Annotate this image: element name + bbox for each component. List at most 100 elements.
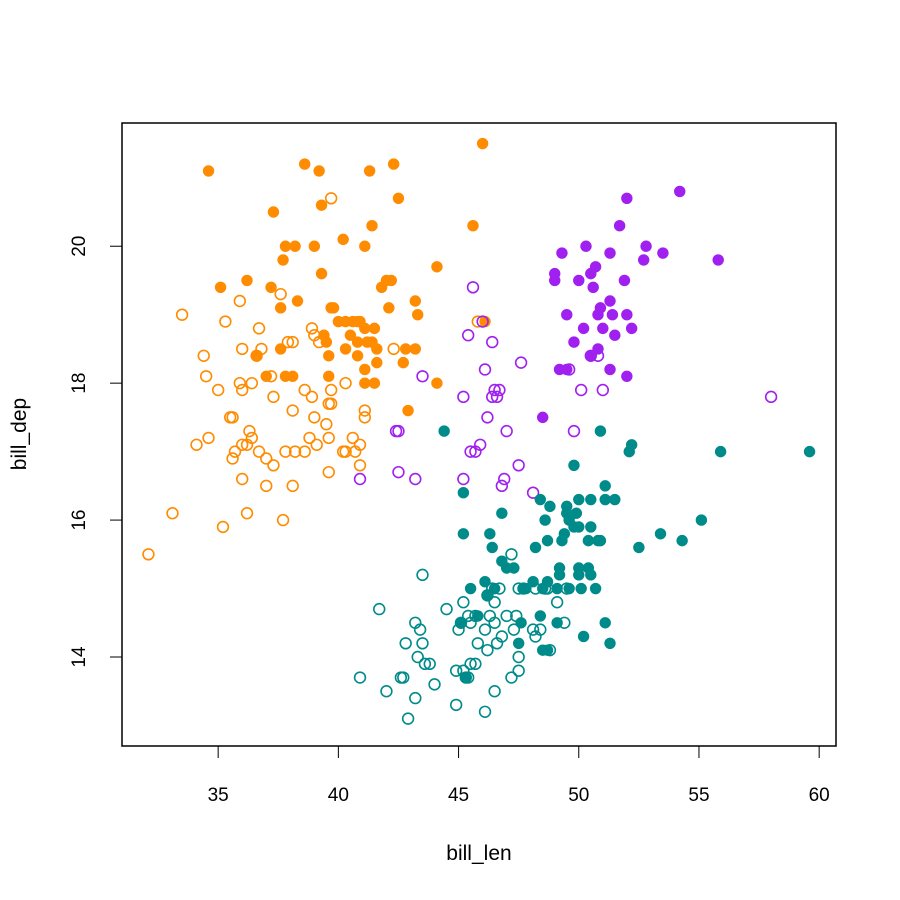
data-point xyxy=(353,472,367,486)
data-point xyxy=(353,438,367,451)
data-point xyxy=(327,302,340,314)
data-point xyxy=(478,363,492,376)
data-point xyxy=(573,562,585,574)
data-point xyxy=(233,376,246,390)
data-point xyxy=(308,240,321,252)
data-point xyxy=(609,493,621,506)
data-point xyxy=(339,343,352,355)
data-point xyxy=(495,479,509,493)
data-point xyxy=(567,424,581,438)
data-point xyxy=(621,192,633,205)
x-tick-label: 45 xyxy=(448,785,469,806)
data-point xyxy=(585,521,597,533)
data-point xyxy=(351,350,364,362)
data-point xyxy=(534,623,547,636)
data-point xyxy=(438,425,450,437)
data-point xyxy=(267,459,280,472)
data-point xyxy=(373,602,386,616)
data-point xyxy=(541,534,554,547)
data-point xyxy=(618,274,631,287)
x-tick-label: 60 xyxy=(809,785,830,806)
data-point xyxy=(582,534,595,547)
data-point xyxy=(488,685,501,698)
data-point xyxy=(712,254,724,266)
data-point xyxy=(529,541,542,554)
data-point xyxy=(599,480,611,492)
data-point xyxy=(562,363,576,376)
data-point xyxy=(252,445,266,458)
data-point xyxy=(549,267,561,280)
y-tick-label: 18 xyxy=(69,373,90,394)
data-point xyxy=(351,336,364,348)
data-point xyxy=(228,445,242,458)
data-point xyxy=(526,623,540,636)
data-point xyxy=(591,349,605,362)
data-point xyxy=(368,322,381,335)
data-point xyxy=(613,219,626,232)
data-point xyxy=(476,137,489,150)
data-point xyxy=(344,329,357,341)
data-point xyxy=(214,281,227,294)
data-point xyxy=(507,623,521,636)
data-point xyxy=(387,342,400,356)
data-point xyxy=(371,343,383,355)
data-point xyxy=(529,582,542,595)
data-point xyxy=(561,500,573,513)
data-point xyxy=(323,350,335,362)
data-point xyxy=(409,295,421,307)
data-point xyxy=(399,343,412,355)
data-point xyxy=(469,657,482,671)
data-point xyxy=(409,343,421,355)
data-point xyxy=(216,520,230,534)
data-point xyxy=(657,247,669,259)
data-point xyxy=(276,513,290,527)
data-point xyxy=(411,308,424,321)
data-point xyxy=(346,431,359,445)
data-point xyxy=(553,562,566,574)
data-point xyxy=(568,336,580,348)
data-point xyxy=(471,637,484,650)
data-point xyxy=(466,281,480,294)
data-point xyxy=(308,411,321,424)
data-point xyxy=(211,383,225,397)
data-point xyxy=(587,281,599,294)
data-point xyxy=(510,609,523,623)
data-point xyxy=(219,315,232,328)
data-points xyxy=(142,137,816,725)
data-point xyxy=(585,569,597,581)
data-point xyxy=(245,431,259,445)
data-point xyxy=(387,158,400,170)
data-point xyxy=(236,342,249,356)
data-point xyxy=(488,383,501,397)
data-point xyxy=(402,404,414,417)
data-point xyxy=(512,459,525,472)
data-point xyxy=(337,233,349,246)
data-point xyxy=(495,630,509,643)
data-point xyxy=(368,377,381,389)
data-point xyxy=(423,657,436,671)
data-point xyxy=(534,610,547,622)
data-point xyxy=(260,452,273,465)
data-point xyxy=(621,370,633,383)
data-point xyxy=(286,335,299,349)
data-point xyxy=(486,390,499,404)
data-point xyxy=(464,582,477,595)
data-point xyxy=(512,637,525,650)
data-point xyxy=(260,479,273,493)
data-point xyxy=(604,363,616,376)
data-point xyxy=(267,390,280,404)
data-point xyxy=(236,472,249,486)
x-tick-label: 35 xyxy=(208,785,229,806)
x-axis: 35 40 45 50 55 60 xyxy=(208,745,830,806)
data-point xyxy=(324,192,338,205)
data-point xyxy=(550,596,564,609)
data-point xyxy=(599,617,611,629)
data-point xyxy=(556,247,568,259)
data-point xyxy=(324,397,338,410)
data-point xyxy=(320,418,333,431)
data-point xyxy=(527,575,539,588)
data-point xyxy=(354,315,366,328)
y-axis: 14 16 18 20 xyxy=(69,236,123,668)
